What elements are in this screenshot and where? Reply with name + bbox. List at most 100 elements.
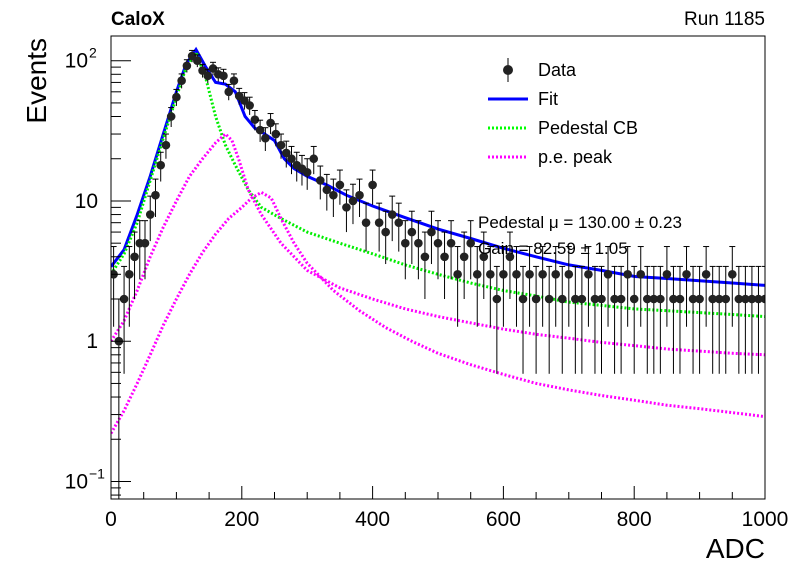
- data-point: [381, 227, 390, 237]
- data-point: [486, 269, 495, 279]
- data-point: [203, 71, 213, 81]
- data-point: [440, 252, 449, 262]
- data-point: [342, 203, 351, 212]
- data-point: [662, 269, 672, 279]
- data-point: [603, 269, 613, 279]
- data-point: [538, 269, 547, 279]
- data-point: [642, 294, 652, 304]
- data-point: [250, 115, 260, 124]
- data-point: [636, 269, 646, 279]
- data-point: [682, 269, 691, 279]
- y-tick-exponent: −1: [89, 465, 105, 481]
- data-point: [255, 125, 265, 135]
- data-point: [193, 56, 202, 65]
- data-point: [453, 269, 462, 279]
- data-point: [747, 294, 757, 304]
- data-point: [401, 238, 410, 248]
- data-point: [544, 294, 554, 304]
- curve-p-e-peak-2: [111, 131, 765, 357]
- data-point: [656, 294, 665, 304]
- data-point: [597, 294, 606, 304]
- data-point: [219, 71, 228, 81]
- data-point: [610, 294, 619, 304]
- fit-info-line-1: Pedestal μ = 130.00 ± 0.23: [478, 213, 682, 232]
- data-point: [708, 294, 717, 304]
- data-point: [208, 64, 218, 73]
- data-point: [734, 294, 744, 304]
- data-point: [446, 238, 456, 248]
- data-point: [551, 269, 561, 279]
- data-point: [309, 154, 319, 164]
- legend-label: p.e. peak: [538, 147, 613, 167]
- data-point: [695, 294, 704, 304]
- data-point: [760, 294, 765, 304]
- data-point: [414, 238, 423, 248]
- legend-label: Pedestal CB: [538, 118, 638, 138]
- data-point: [156, 160, 166, 170]
- data-point: [433, 238, 443, 248]
- y-tick-label: 10: [65, 50, 88, 73]
- data-point: [276, 140, 286, 150]
- data-point: [140, 238, 150, 248]
- x-axis-title: ADC: [706, 533, 765, 564]
- legend-label: Fit: [538, 89, 558, 109]
- data-point: [479, 252, 489, 262]
- data-point: [335, 180, 345, 190]
- data-point: [590, 294, 600, 304]
- data-point: [492, 294, 502, 304]
- data-point: [577, 294, 587, 304]
- data-point: [161, 140, 171, 150]
- data-point: [531, 294, 541, 304]
- data-point: [571, 294, 580, 304]
- data-point: [525, 269, 534, 279]
- x-tick-label: 0: [105, 508, 117, 531]
- data-point: [125, 269, 134, 279]
- x-tick-label: 1000: [742, 508, 789, 531]
- data-point: [119, 294, 129, 304]
- data-point: [420, 252, 430, 262]
- data-point: [499, 269, 508, 279]
- data-point: [616, 294, 626, 304]
- data-point: [688, 294, 698, 304]
- x-tick-label: 600: [486, 508, 521, 531]
- x-tick-label: 200: [224, 508, 259, 531]
- data-point: [348, 196, 358, 206]
- data-point: [741, 294, 750, 304]
- curve-p-e-peak-3: [111, 190, 765, 435]
- data-point: [564, 269, 574, 279]
- fit-info-line-2: Gain = 82.59 ± 1.05: [478, 239, 628, 258]
- data-point: [472, 269, 482, 279]
- data-point: [466, 238, 476, 248]
- data-point: [145, 210, 155, 219]
- data-point: [394, 218, 404, 227]
- data-point: [261, 133, 270, 143]
- data-point: [287, 154, 296, 164]
- data-point: [714, 294, 724, 304]
- x-tick-label: 800: [617, 508, 652, 531]
- data-point: [329, 190, 338, 200]
- legend-data-marker: [503, 65, 513, 75]
- data-point: [505, 252, 515, 262]
- data-point: [557, 294, 567, 304]
- data-point: [754, 294, 763, 304]
- data-point: [374, 218, 384, 227]
- data-point: [669, 294, 678, 304]
- data-point: [584, 269, 593, 279]
- data-point: [407, 227, 417, 237]
- y-tick-label: 10: [75, 190, 98, 213]
- data-point: [518, 294, 528, 304]
- data-point: [166, 112, 176, 121]
- data-point: [198, 66, 207, 75]
- data-points: [111, 49, 765, 499]
- data-point: [302, 168, 312, 177]
- data-point: [322, 185, 332, 195]
- data-point: [229, 76, 239, 86]
- data-point: [623, 269, 632, 279]
- y-axis-title: Events: [21, 38, 52, 124]
- data-point: [361, 218, 371, 227]
- data-point: [315, 176, 325, 185]
- legend-label: Data: [538, 60, 577, 80]
